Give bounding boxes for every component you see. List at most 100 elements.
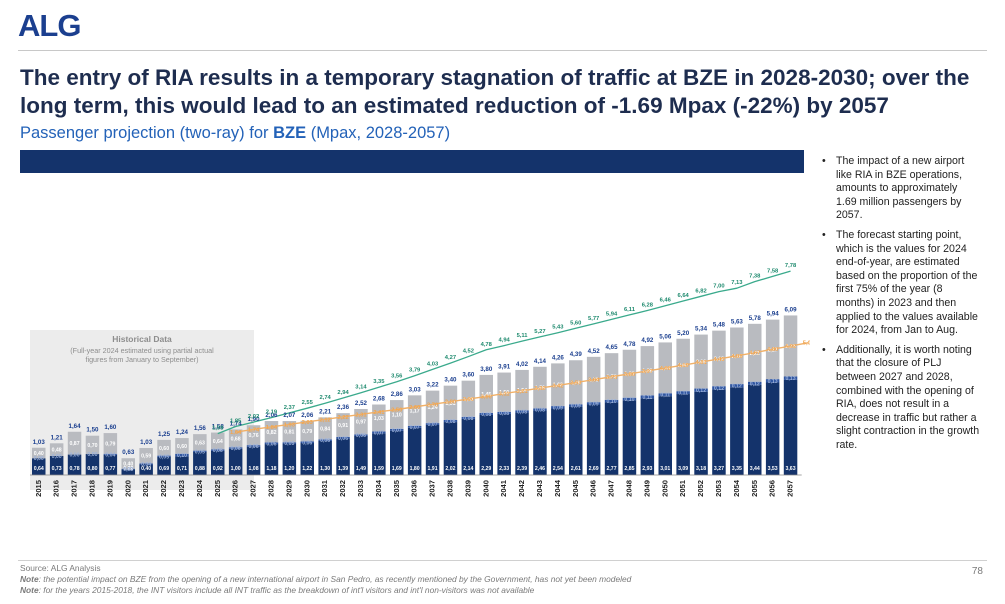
without-ria-line-label: 6,11 [624,307,636,313]
reduction-line-label: 4,08 [660,366,672,372]
segment-label: 0,02 [123,467,133,473]
x-tick-label: 2016 [52,480,61,497]
bar-segment-dark [515,412,529,475]
page-title: The entry of RIA results in a temporary … [20,65,970,118]
segment-label: 1,18 [266,466,276,472]
reduction-line-label: 4,55 [731,354,743,360]
segment-label: 1,59 [535,386,545,392]
segment-label: 1,63 [553,383,563,389]
bar-segment-dark [748,384,762,475]
bar-segment-mid [765,379,780,383]
reduction-line-label: 2,41 [373,410,385,416]
x-tick-label: 2056 [768,480,777,497]
bullet-starting-point: The forecast starting point, which is th… [820,229,980,338]
without-ria-line-label: 3,56 [391,374,403,380]
without-ria-line-label: 4,78 [481,342,493,348]
reduction-line-label: 3,00 [481,394,492,400]
segment-label: 0,13 [785,376,795,382]
segment-label: 0,08 [499,411,509,417]
segment-label: 0,97 [356,420,366,426]
total-label: 5,20 [677,330,690,337]
reduction-line-label: 1,84 [266,425,278,431]
segment-label: 0,05 [284,441,294,447]
segment-label: 2,77 [606,466,616,472]
total-label: 3,22 [427,382,440,389]
bar-segment-mid [390,428,404,431]
total-label: 2,86 [391,391,404,398]
segment-label: 1,10 [392,412,402,418]
total-label: 1,74 [230,420,243,427]
segment-label: 3,44 [750,466,760,472]
reduction-line-label: 2,70 [427,402,438,408]
x-tick-label: 2037 [428,480,437,497]
total-label: 1,03 [140,439,153,446]
bar-segment-mid [569,404,583,407]
x-tick-label: 2027 [249,480,258,497]
bar-segment-dark [49,455,64,475]
bar-segment-gray [407,395,422,427]
segment-label: 0,08 [445,419,455,425]
reduction-line-label: 3,53 [570,381,582,387]
x-tick-label: 2041 [499,479,508,497]
segment-label: 0,64 [213,439,223,445]
total-label: 3,40 [444,377,457,384]
total-label: 5,94 [767,311,780,318]
segment-label: 2,29 [481,466,491,472]
bar-segment-dark [32,458,46,475]
segment-label: 0,06 [302,440,312,446]
bar-segment-mid [783,376,798,380]
total-label: 3,03 [409,386,422,393]
without-ria-line-label: 2,02 [248,414,259,420]
bar-segment-mid [712,386,726,390]
bar-segment-gray [193,434,207,451]
alg-logo: ALG [18,8,81,43]
segment-label: 0,40 [123,461,133,467]
without-ria-line-label: 7,00 [713,284,724,290]
segment-label: 1,38 [463,397,473,403]
historical-data-title: Historical Data [112,334,172,344]
segment-label: 0,79 [302,429,312,435]
x-tick-label: 2034 [374,479,383,497]
bar-segment-dark [85,454,100,475]
segment-label: 2,39 [517,466,527,472]
total-label: 1,50 [86,427,99,434]
segment-label: 0,09 [571,403,581,409]
x-tick-label: 2043 [535,480,544,497]
without-ria-line-label: 2,37 [284,405,295,411]
x-axis: 2015 2016 2017 2018 2019 2020 2021 2022 2023 2024… [30,474,802,497]
bar-segment-mid [282,442,297,444]
bar-segment-gray [103,433,118,454]
segment-label: 2,69 [589,466,599,472]
segment-label: 0,09 [589,401,599,407]
bar-segment-dark [694,391,708,475]
bar-segment-gray [121,458,135,469]
segment-label: 0,60 [159,446,169,452]
segment-label: 0,07 [374,430,384,436]
segment-label: 0,68 [231,436,241,442]
without-ria-line-label: 5,27 [534,329,545,335]
reduction-line-label: 5,05 [803,341,810,347]
segment-label: 3,01 [660,466,670,472]
x-tick-label: 2042 [517,480,526,497]
bar-segment-gray [157,439,171,456]
segment-label: 3,27 [714,466,724,472]
chart-header-bar [20,150,804,173]
bar-segment-dark [354,435,368,475]
source-note: Source: ALG Analysis [20,563,101,573]
segment-label: 0,88 [195,466,205,472]
segment-label: 0,07 [392,428,402,434]
bar-segment-dark [139,464,153,475]
bar-segment-mid [515,410,529,413]
bar-segment-dark [730,387,744,475]
segment-label: 0,05 [195,449,205,455]
reduction-line-label: 4,67 [749,351,760,357]
x-tick-label: 2032 [338,480,347,497]
segment-label: 0,70 [87,443,97,449]
chart-subtitle: Passenger projection (two-ray) for BZE (… [20,124,450,143]
without-ria-line-label: 5,60 [570,320,581,326]
segment-label: 1,00 [231,466,241,472]
bar-segment-mid [407,426,422,428]
x-tick-label: 2036 [410,480,419,497]
total-label: 2,21 [319,408,332,415]
segment-label: 3,18 [696,466,706,472]
